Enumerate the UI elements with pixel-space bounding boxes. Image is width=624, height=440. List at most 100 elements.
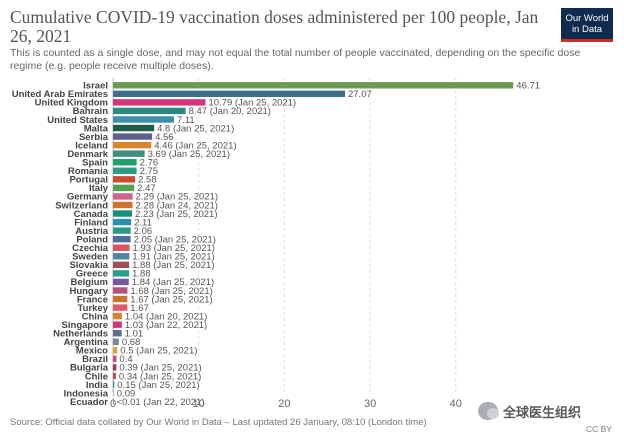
bar-row[interactable]: Austria 2.06	[75, 226, 152, 237]
bar-row[interactable]: Argentina 0.68	[64, 337, 141, 348]
bar-row[interactable]: Germany 2.29 (Jan 25, 2021)	[67, 192, 218, 203]
bar[interactable]	[113, 133, 153, 140]
country-label: Malta	[84, 123, 109, 134]
bar-row[interactable]: Bahrain 8.47 (Jan 20, 2021)	[73, 106, 271, 117]
bar[interactable]	[113, 321, 122, 328]
country-label: Canada	[74, 209, 109, 220]
x-axis-ticks: 0 10 20 30 40	[110, 398, 462, 410]
bar-row[interactable]: Hungary 1.68 (Jan 25, 2021)	[69, 286, 212, 297]
bar-row[interactable]: Mexico 0.5 (Jan 25, 2021)	[76, 346, 198, 357]
x-tick-label: 40	[450, 398, 462, 410]
bar[interactable]	[113, 167, 137, 174]
bar[interactable]	[113, 312, 122, 320]
bar-row[interactable]: Indonesia 0.09	[64, 388, 136, 399]
bar[interactable]	[113, 295, 128, 303]
bar[interactable]	[113, 124, 155, 132]
bar-row[interactable]: Singapore 1.03 (Jan 22, 2021)	[62, 320, 208, 331]
bar-row[interactable]: Bulgaria 0.39 (Jan 25, 2021)	[70, 363, 202, 374]
country-label: Ecuador	[70, 397, 108, 408]
bar-row[interactable]: Switzerland 2.28 (Jan 24, 2021)	[55, 200, 218, 211]
bar[interactable]	[113, 235, 131, 243]
bar[interactable]	[113, 150, 145, 157]
bar-row[interactable]: Turkey 1.67	[78, 303, 149, 314]
bar-row[interactable]: Iceland 4.46 (Jan 25, 2021)	[75, 140, 236, 151]
bar-row[interactable]: Serbia 4.56	[79, 132, 174, 143]
bar-row[interactable]: Romania 2.75	[68, 166, 158, 177]
bar-row[interactable]: Finland 2.11	[74, 217, 152, 228]
bar-row[interactable]: Greece 1.88	[76, 269, 151, 280]
bar[interactable]	[113, 389, 114, 397]
bar[interactable]	[113, 278, 129, 286]
value-label: 2.06	[134, 226, 153, 237]
bar-row[interactable]: Italy 2.47	[89, 183, 156, 194]
bar[interactable]	[113, 287, 128, 294]
country-label: Bahrain	[73, 106, 109, 117]
bar-row[interactable]: Slovakia 1.88 (Jan 25, 2021)	[69, 260, 214, 271]
bar-row[interactable]: Malta 4.8 (Jan 25, 2021)	[84, 123, 235, 134]
bar-row[interactable]: Chile 0.34 (Jan 25, 2021)	[85, 371, 202, 382]
bar-row[interactable]: Ecuador <0.01 (Jan 22, 2021)	[70, 397, 205, 408]
bar[interactable]	[113, 227, 131, 234]
bar[interactable]	[113, 90, 345, 98]
bar[interactable]	[113, 355, 117, 363]
bar[interactable]	[113, 253, 130, 260]
bar[interactable]	[113, 141, 152, 149]
x-tick-label: 10	[193, 398, 205, 410]
bar-row[interactable]: United Arab Emirates 27.07	[12, 89, 372, 100]
bar[interactable]	[113, 244, 130, 251]
bar[interactable]	[113, 398, 114, 405]
bar-row[interactable]: Brazil 0.4	[82, 354, 133, 365]
bar-row[interactable]: Sweden 1.91 (Jan 25, 2021)	[72, 252, 215, 263]
bar-row[interactable]: Israel 46.71	[83, 81, 540, 92]
value-label: 1.93 (Jan 25, 2021)	[133, 243, 215, 254]
bar-row[interactable]: Netherlands 1.01	[53, 329, 143, 340]
country-label: Romania	[68, 166, 109, 177]
bar[interactable]	[113, 176, 136, 183]
bar[interactable]	[113, 210, 133, 217]
chart-title: Cumulative COVID-19 vaccination doses ad…	[10, 7, 539, 46]
owid-logo[interactable]: Our World in Data	[561, 8, 613, 42]
country-label: Argentina	[64, 337, 109, 348]
bar[interactable]	[113, 218, 132, 226]
value-label: 1.67 (Jan 25, 2021)	[130, 294, 212, 305]
bar[interactable]	[113, 381, 115, 388]
bar[interactable]	[113, 330, 122, 337]
bar[interactable]	[113, 99, 206, 106]
bar-row[interactable]: Czechia 1.93 (Jan 25, 2021)	[72, 243, 215, 254]
bar-row[interactable]: United Kingdom 10.79 (Jan 25, 2021)	[35, 98, 297, 109]
bar-row[interactable]: China 1.04 (Jan 20, 2021)	[82, 311, 208, 322]
bar-row[interactable]: Portugal 2.58	[69, 175, 156, 186]
country-label: Iceland	[75, 140, 108, 151]
bar-row[interactable]: United States 7.11	[47, 115, 194, 126]
bar-row[interactable]: France 1.67 (Jan 25, 2021)	[77, 294, 213, 305]
bar[interactable]	[113, 304, 128, 311]
source-note: Source: Official data collated by Our Wo…	[10, 417, 427, 428]
bar[interactable]	[113, 372, 116, 380]
bar-row[interactable]: Poland 2.05 (Jan 25, 2021)	[76, 234, 216, 245]
bar[interactable]	[113, 107, 186, 115]
country-label: Spain	[82, 158, 108, 169]
bar[interactable]	[113, 159, 137, 166]
bar-row[interactable]: Canada 2.23 (Jan 25, 2021)	[74, 209, 218, 220]
bar-row[interactable]: India 0.15 (Jan 25, 2021)	[86, 380, 200, 391]
value-label: 2.05 (Jan 25, 2021)	[134, 234, 216, 245]
country-label: Slovakia	[69, 260, 108, 271]
bar[interactable]	[113, 347, 118, 354]
bar-row[interactable]: Belgium 1.84 (Jan 25, 2021)	[71, 277, 215, 288]
bar[interactable]	[113, 82, 514, 89]
bar-row[interactable]: Spain 2.76	[82, 158, 158, 169]
country-label: Sweden	[72, 252, 108, 263]
country-label: Czechia	[72, 243, 109, 254]
license-link[interactable]: CC BY	[586, 424, 612, 434]
bar[interactable]	[113, 364, 117, 371]
value-label: 2.58	[138, 175, 157, 186]
bar[interactable]	[113, 270, 130, 277]
value-label: <0.01 (Jan 22, 2021)	[117, 397, 205, 408]
bar[interactable]	[113, 116, 174, 123]
bar-row[interactable]: Denmark 3.69 (Jan 25, 2021)	[67, 149, 230, 160]
bar[interactable]	[113, 201, 133, 209]
bar[interactable]	[113, 261, 130, 269]
bar[interactable]	[113, 338, 119, 345]
bar[interactable]	[113, 193, 133, 200]
bar[interactable]	[113, 184, 135, 192]
